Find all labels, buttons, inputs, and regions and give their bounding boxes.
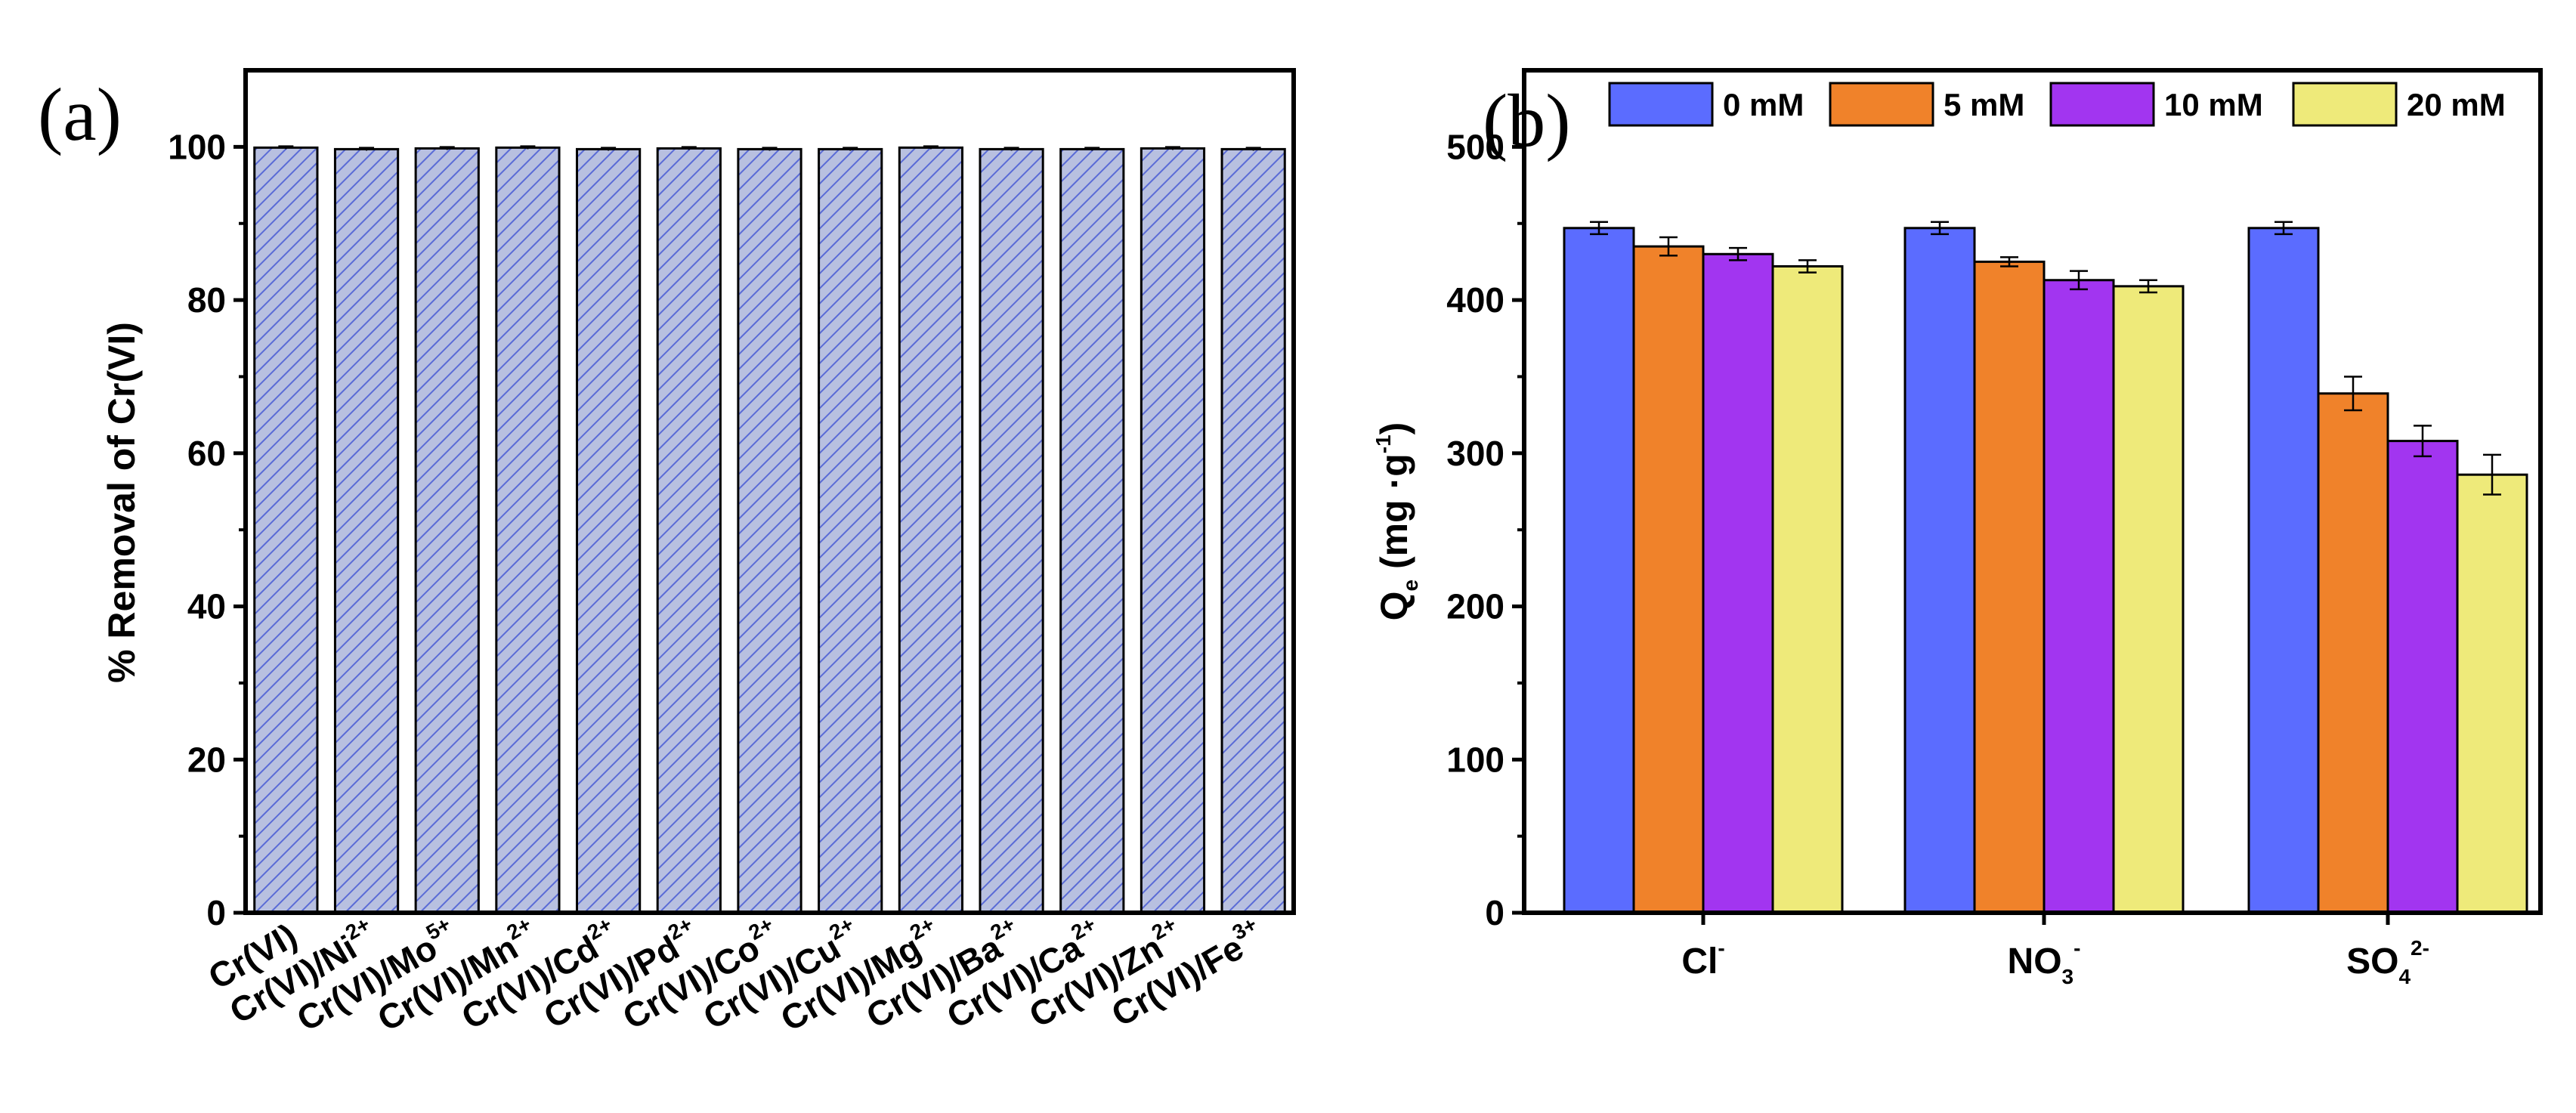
y-tick-label-1: 20 bbox=[187, 740, 226, 779]
bar-2 bbox=[414, 147, 480, 914]
panel-a-chart: (a) % Removal of Cr(VI) 0 20 40 60 80 100 Cr(… bbox=[38, 68, 1296, 1039]
bar-series-1-cat-1 bbox=[1973, 260, 2046, 914]
error-bar-2 bbox=[439, 146, 455, 150]
panel-b-legend: 0 mM 5 mM 10 mM 20 mM bbox=[1608, 82, 2506, 127]
panel-a-label: (a) bbox=[38, 73, 122, 156]
bar-12 bbox=[1220, 147, 1286, 914]
error-bar-4 bbox=[601, 147, 617, 151]
bar-6 bbox=[737, 147, 802, 914]
legend-label-0: 0 mM bbox=[1723, 87, 1804, 122]
panel-a-bars bbox=[253, 146, 1286, 914]
bar-series-3-cat-0 bbox=[1771, 264, 1844, 914]
bar-series-1-cat-0 bbox=[1632, 245, 1705, 914]
panel-a-y-axis-title: % Removal of Cr(VI) bbox=[101, 322, 143, 683]
legend-label-3: 20 mM bbox=[2407, 87, 2506, 122]
error-bar-10 bbox=[1084, 147, 1100, 151]
error-bar-series-0-cat-1 bbox=[1931, 221, 1949, 236]
error-bar-series-3-cat-1 bbox=[2139, 279, 2157, 294]
y-tick-label-0: 0 bbox=[1485, 893, 1504, 932]
bar-4 bbox=[576, 147, 642, 914]
bar-series-0-cat-2 bbox=[2247, 227, 2320, 914]
y-tick-label-0: 0 bbox=[206, 893, 226, 932]
error-bar-series-2-cat-0 bbox=[1729, 246, 1747, 261]
legend-entry-0: 0 mM bbox=[1608, 82, 1804, 127]
bar-series-1-cat-2 bbox=[2317, 392, 2389, 914]
bar-series-0-cat-0 bbox=[1563, 227, 1635, 914]
y-tick-label-5: 500 bbox=[1446, 127, 1504, 166]
legend-label-2: 10 mM bbox=[2164, 87, 2263, 122]
bar-11 bbox=[1140, 147, 1206, 914]
y-tick-label-3: 60 bbox=[187, 434, 226, 473]
panel-b-x-labels: Cl- NO3- SO42- bbox=[1681, 913, 2429, 988]
bar-5 bbox=[656, 147, 722, 914]
panel-b-label: (b) bbox=[1483, 79, 1571, 162]
error-bar-series-2-cat-1 bbox=[2070, 270, 2088, 291]
bar-series-0-cat-1 bbox=[1903, 227, 1976, 914]
error-bar-8 bbox=[923, 145, 939, 150]
bar-0 bbox=[253, 146, 319, 914]
error-bar-11 bbox=[1164, 146, 1180, 150]
panel-b-y-ticks: 0 100 200 300 400 500 bbox=[1446, 127, 1524, 932]
error-bar-series-1-cat-2 bbox=[2344, 376, 2362, 412]
legend-swatch-1 bbox=[1829, 82, 1934, 127]
bar-series-2-cat-0 bbox=[1702, 252, 1774, 914]
panel-b-error-bars bbox=[1590, 221, 2501, 496]
legend-label-1: 5 mM bbox=[1944, 87, 2024, 122]
error-bar-series-1-cat-1 bbox=[2000, 256, 2018, 267]
bar-9 bbox=[979, 147, 1044, 914]
y-tick-label-4: 400 bbox=[1446, 280, 1504, 320]
error-bar-series-1-cat-0 bbox=[1659, 236, 1678, 257]
error-bar-9 bbox=[1003, 147, 1019, 151]
error-bar-3 bbox=[520, 145, 536, 150]
x-tick-label-2: SO42- bbox=[2346, 936, 2429, 988]
bar-series-2-cat-2 bbox=[2386, 440, 2459, 914]
error-bar-0 bbox=[278, 145, 294, 150]
bar-series-3-cat-1 bbox=[2112, 285, 2185, 914]
bar-3 bbox=[495, 146, 561, 914]
error-bar-series-0-cat-2 bbox=[2274, 221, 2293, 236]
y-tick-label-4: 80 bbox=[187, 280, 226, 320]
error-bar-series-3-cat-2 bbox=[2483, 453, 2501, 496]
legend-entry-1: 5 mM bbox=[1829, 82, 2024, 127]
legend-swatch-2 bbox=[2049, 82, 2155, 127]
y-tick-label-2: 40 bbox=[187, 587, 226, 626]
bar-1 bbox=[333, 147, 400, 914]
bar-10 bbox=[1059, 147, 1125, 914]
x-tick-label-0: Cl- bbox=[1681, 936, 1724, 982]
y-tick-label-5: 100 bbox=[168, 127, 226, 166]
panel-b-bars bbox=[1563, 227, 2528, 914]
panel-a-y-ticks: 0 20 40 60 80 100 bbox=[168, 127, 246, 932]
y-tick-label-1: 100 bbox=[1446, 740, 1504, 779]
x-tick-label-1: NO3- bbox=[2008, 936, 2081, 988]
error-bar-series-0-cat-0 bbox=[1590, 221, 1608, 236]
legend-swatch-0 bbox=[1608, 82, 1714, 127]
error-bar-7 bbox=[843, 147, 858, 151]
y-tick-label-3: 300 bbox=[1446, 434, 1504, 473]
panel-a-frame bbox=[243, 68, 1296, 915]
error-bar-12 bbox=[1245, 147, 1261, 151]
bar-7 bbox=[818, 147, 883, 914]
error-bar-series-2-cat-2 bbox=[2414, 425, 2432, 458]
error-bar-5 bbox=[681, 146, 697, 150]
legend-swatch-3 bbox=[2292, 82, 2398, 127]
error-bar-6 bbox=[762, 147, 778, 151]
error-bar-1 bbox=[359, 147, 375, 151]
panel-b-y-axis-title: Qe (mg ·g-1) bbox=[1371, 422, 1422, 621]
panel-a-x-labels: Cr(VI)Cr(VI)/Ni2+Cr(VI)/Mo5+Cr(VI)/Mn2+C… bbox=[202, 912, 1261, 1039]
y-tick-label-2: 200 bbox=[1446, 587, 1504, 626]
legend-entry-3: 20 mM bbox=[2292, 82, 2506, 127]
error-bar-series-3-cat-0 bbox=[1798, 259, 1817, 274]
bar-series-3-cat-2 bbox=[2456, 473, 2528, 914]
panel-b-chart: 0 100 200 300 400 500 Cl- NO3- SO42- (b) Qe (mg… bbox=[1371, 68, 2543, 988]
panel-a-error-bars bbox=[278, 145, 1261, 151]
panel-b-frame bbox=[1522, 68, 2543, 915]
bar-series-2-cat-1 bbox=[2043, 279, 2115, 914]
legend-entry-2: 10 mM bbox=[2049, 82, 2263, 127]
bar-8 bbox=[898, 146, 963, 914]
